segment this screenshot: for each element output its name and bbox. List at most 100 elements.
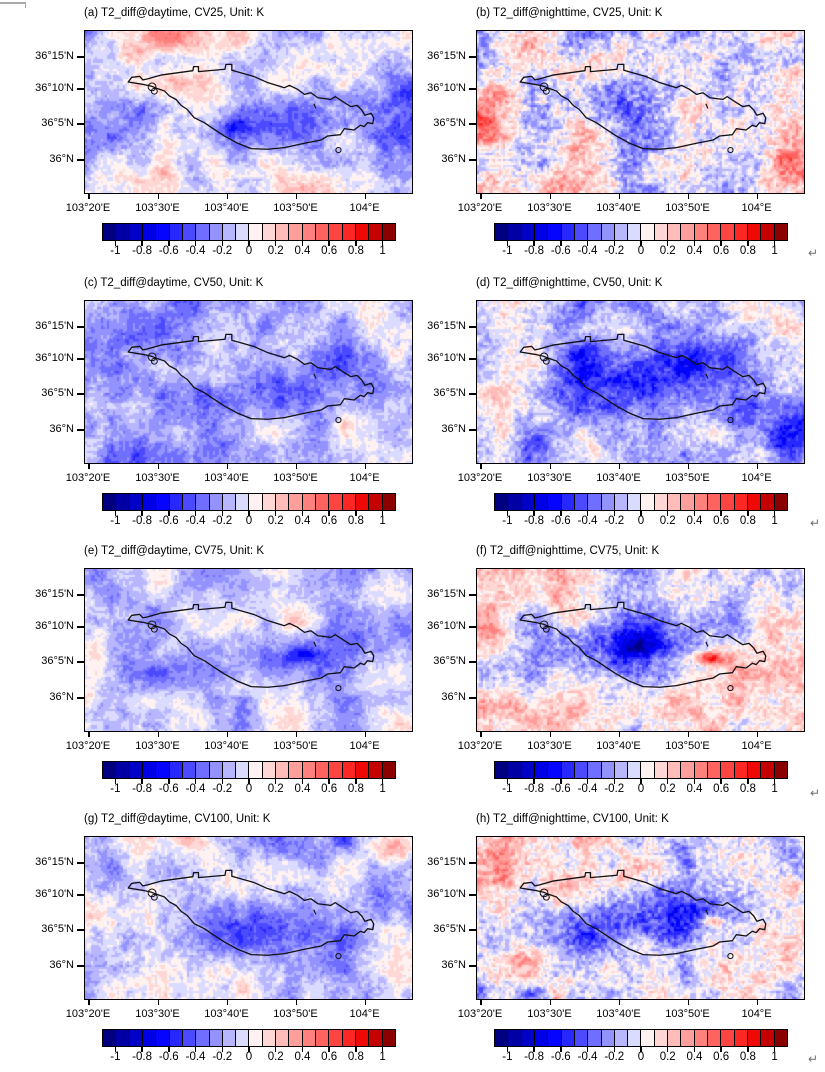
colorbar-cell — [368, 223, 383, 241]
colorbar-cell — [707, 223, 722, 241]
colorbar-tick-label: 0.4 — [294, 245, 311, 257]
colorbar-tick — [773, 1047, 776, 1052]
colorbar-tick — [506, 779, 509, 784]
lon-tick — [157, 463, 159, 469]
colorbar-cell — [707, 493, 722, 511]
lat-tick-label: 36°5'N — [41, 923, 74, 935]
colorbar-cell — [560, 223, 575, 241]
colorbar-tick-label: -0.8 — [132, 783, 152, 795]
colorbar-tick — [773, 241, 776, 246]
lon-tick — [687, 193, 689, 199]
colorbar-cell — [102, 761, 117, 779]
colorbar-cell — [301, 1029, 316, 1047]
colorbar-cell — [301, 493, 316, 511]
colorbar-tick-label: -1 — [502, 1051, 513, 1063]
lat-tick — [77, 661, 84, 663]
lon-tick-label: 103°50'E — [273, 202, 318, 214]
basin-outline — [477, 301, 804, 463]
colorbar-tick-label: 0.2 — [267, 245, 284, 257]
colorbar-tick — [506, 241, 509, 246]
basin-outline — [85, 301, 412, 463]
colorbar-tick — [248, 1047, 250, 1052]
colorbar-cell — [760, 1029, 775, 1047]
lat-tick-label: 36°15'N — [35, 320, 74, 332]
colorbar-cell — [587, 493, 602, 511]
colorbar-tick — [221, 241, 224, 246]
colorbar-cell — [341, 1029, 356, 1047]
return-mark-icon: ↵ — [809, 516, 821, 530]
lat-tick — [469, 326, 476, 328]
colorbar-cell — [155, 493, 170, 511]
colorbar-tick-label: -0.2 — [604, 245, 625, 257]
colorbar-tick — [666, 241, 669, 246]
basin-outline — [477, 569, 804, 731]
colorbar-tick-label: 0.6 — [321, 245, 338, 257]
colorbar-cell — [720, 1029, 735, 1047]
lon-tick — [756, 193, 758, 199]
colorbar-cell — [494, 493, 509, 511]
colorbar-cell — [587, 223, 602, 241]
lat-tick — [469, 661, 476, 663]
colorbar-cell — [208, 223, 223, 241]
colorbar-tick — [693, 511, 696, 516]
colorbar-cell — [195, 1029, 210, 1047]
colorbar-cell — [600, 1029, 615, 1047]
lon-tick — [226, 731, 228, 737]
lon-tick-label: 103°30'E — [135, 472, 180, 484]
colorbar-cell — [168, 1029, 183, 1047]
colorbar-tick — [274, 1047, 277, 1052]
colorbar-tick-label: -1 — [502, 245, 513, 257]
colorbar-cell — [248, 223, 263, 241]
colorbar-tick-label: 0.4 — [294, 515, 311, 527]
colorbar — [102, 761, 396, 779]
colorbar-tick — [141, 241, 143, 246]
colorbar-cell — [640, 493, 655, 511]
colorbar — [102, 223, 396, 241]
colorbar-tick — [640, 241, 642, 246]
colorbar-tick-label: -1 — [502, 783, 513, 795]
colorbar-cell — [680, 761, 695, 779]
return-mark-icon: ↵ — [807, 1052, 819, 1066]
colorbar-tick — [141, 779, 143, 784]
colorbar-tick-label: -0.6 — [550, 515, 571, 527]
lat-tick-label: 36°5'N — [433, 387, 466, 399]
panel-title: (a) T2_diff@daytime, CV25, Unit: K — [84, 7, 264, 19]
lat-tick — [77, 56, 84, 58]
lat-tick — [77, 326, 84, 328]
colorbar-tick-label: 0.4 — [294, 1051, 311, 1063]
colorbar-cell — [221, 493, 237, 511]
colorbar-tick — [194, 779, 197, 784]
lat-tick-label: 36°10'N — [35, 352, 74, 364]
lat-tick-label: 36°10'N — [35, 888, 74, 900]
colorbar-tick — [747, 779, 749, 784]
colorbar-cell — [141, 223, 157, 241]
colorbar-cell — [208, 1029, 223, 1047]
colorbar-cell — [494, 761, 509, 779]
colorbar-tick — [666, 511, 669, 516]
colorbar-cell — [640, 223, 655, 241]
colorbar-cell — [155, 223, 170, 241]
colorbar-cell — [573, 493, 589, 511]
colorbar-cell — [547, 1029, 562, 1047]
panel-title: (h) T2_diff@nighttime, CV100, Unit: K — [476, 813, 669, 825]
temperature-field-canvas — [85, 301, 412, 463]
colorbar-tick — [274, 779, 277, 784]
colorbar-cell — [653, 223, 669, 241]
colorbar-cell — [315, 761, 330, 779]
colorbar-tick-label: 0 — [637, 515, 645, 527]
lon-tick-label: 103°50'E — [665, 1008, 710, 1020]
colorbar-tick-label: 0.2 — [267, 783, 284, 795]
colorbar-cell — [381, 493, 396, 511]
colorbar-cell — [627, 761, 642, 779]
lon-tick — [480, 731, 482, 737]
colorbar-cell — [275, 223, 290, 241]
lon-tick — [549, 999, 551, 1005]
colorbar-cell — [613, 1029, 629, 1047]
lon-tick-label: 103°30'E — [527, 202, 572, 214]
lat-tick-label: 36°15'N — [427, 588, 466, 600]
colorbar — [102, 493, 396, 511]
colorbar-tick-label: -0.4 — [185, 515, 206, 527]
colorbar-tick-label: -0.4 — [577, 515, 598, 527]
colorbar-cell — [573, 223, 589, 241]
lon-tick-label: 103°20'E — [457, 472, 503, 484]
